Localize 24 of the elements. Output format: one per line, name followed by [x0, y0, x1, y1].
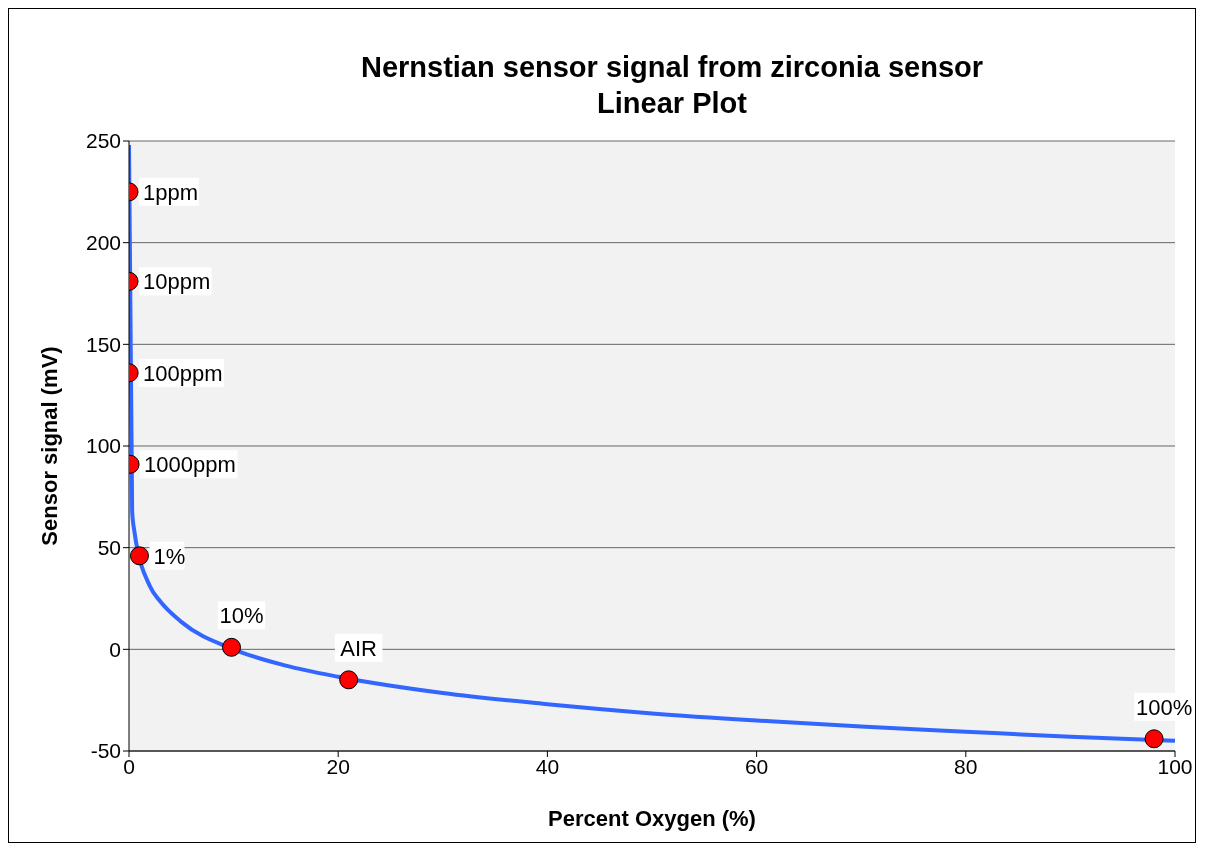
- x-tick-label: 100: [1157, 754, 1193, 778]
- x-axis-title: Percent Oxygen (%): [548, 806, 756, 831]
- annotation: 10ppm: [143, 269, 211, 295]
- annotation: 1ppm: [143, 179, 199, 205]
- annotation: AIR: [340, 635, 377, 661]
- y-tick-label: 100: [85, 434, 121, 458]
- x-tick-label: 80: [954, 754, 978, 778]
- y-tick-label: 200: [85, 231, 121, 255]
- chart-subtitle: Linear Plot: [596, 86, 748, 121]
- y-tick-label: 50: [97, 536, 121, 560]
- annotation: 1000ppm: [144, 452, 236, 478]
- annotation: 10%: [219, 603, 264, 629]
- chart-title: Nernstian sensor signal from zirconia sensor: [359, 50, 985, 85]
- y-tick-label: 250: [85, 129, 121, 153]
- annotation: 1%: [153, 543, 186, 569]
- y-tick-label: 0: [109, 637, 121, 661]
- x-tick-label: 40: [535, 754, 560, 778]
- y-tick-label: 150: [85, 332, 121, 356]
- annotation: 100ppm: [143, 360, 223, 386]
- y-tick-label: -50: [90, 739, 121, 763]
- y-axis-title: Sensor signal (mV): [36, 346, 62, 546]
- x-tick-label: 60: [744, 754, 769, 778]
- x-tick-label: 20: [326, 754, 350, 778]
- annotation: 100%: [1135, 694, 1193, 720]
